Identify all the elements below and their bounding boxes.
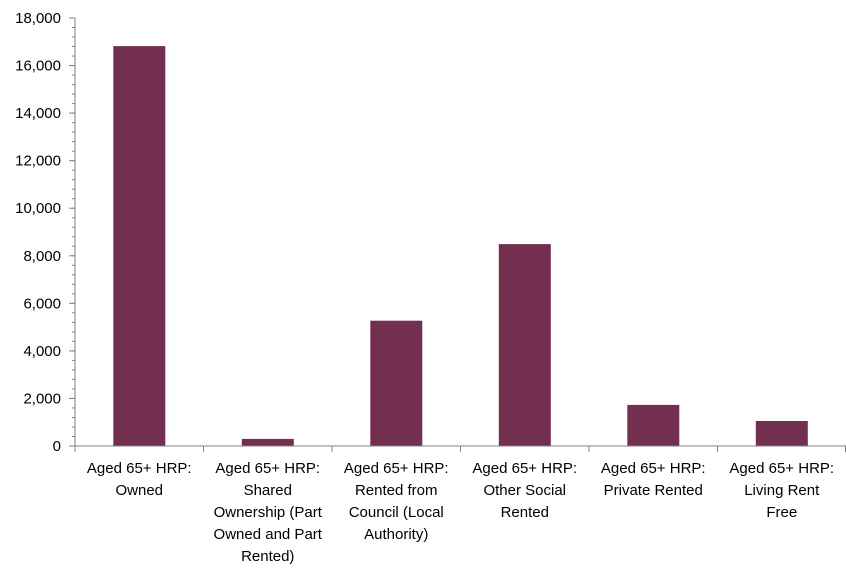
y-tick-label: 14,000: [15, 105, 61, 122]
bar-5: [755, 421, 808, 446]
y-tick-label: 12,000: [15, 153, 61, 170]
y-axis: 0 2,000 4,000 6,000 8,000 10,000 12,000 14,000 1…: [15, 10, 76, 455]
x-tick-label: Aged 65+ HRP: Private Rented: [601, 460, 706, 499]
bars-group: [113, 46, 808, 446]
bar-0: [113, 46, 166, 446]
y-tick-label: 2,000: [23, 390, 61, 407]
y-tick-label: 6,000: [23, 295, 61, 312]
bar-3: [498, 244, 551, 446]
y-tick-label: 4,000: [23, 343, 61, 360]
bar-2: [370, 320, 423, 446]
x-tick-label: Aged 65+ HRP: Other Social Rented: [472, 460, 577, 521]
x-tick-label: Aged 65+ HRP: Shared Ownership (Part Owned …: [214, 460, 323, 565]
y-tick-label: 10,000: [15, 200, 61, 217]
y-tick-label: 8,000: [23, 248, 61, 265]
bar-4: [627, 404, 680, 446]
x-tick-label: Aged 65+ HRP: Living Rent Free: [729, 460, 834, 521]
x-tick-label: Aged 65+ HRP: Rented from Council (Local Au…: [344, 460, 449, 543]
x-axis: Aged 65+ HRP: Owned Aged 65+ HRP: Shared Own…: [74, 445, 846, 565]
y-tick-label: 16,000: [15, 58, 61, 75]
y-tick-label: 18,000: [15, 10, 61, 27]
y-tick-label: 0: [53, 438, 61, 455]
x-tick-label: Aged 65+ HRP: Owned: [87, 460, 192, 499]
bar-1: [241, 438, 294, 446]
